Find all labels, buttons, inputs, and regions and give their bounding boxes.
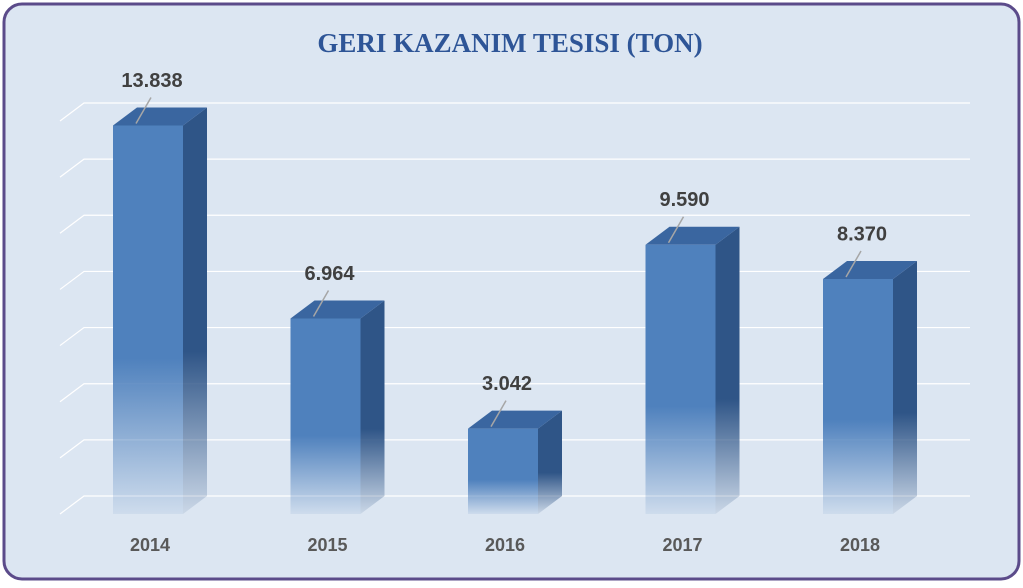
bar-top: [113, 107, 207, 126]
x-tick-label: 2014: [130, 535, 170, 555]
chart-title: GERI KAZANIM TESISI (TON): [317, 28, 702, 58]
x-tick-label: 2015: [307, 535, 347, 555]
bar-top: [823, 261, 917, 280]
bar: [823, 261, 917, 514]
bar: [645, 226, 740, 515]
bar: [113, 107, 207, 514]
grid-line: [59, 214, 970, 234]
grid-line: [59, 102, 970, 122]
leader-line: [490, 400, 507, 427]
bar-front: [468, 428, 538, 514]
value-label: 6.964: [304, 263, 355, 285]
leader-line: [135, 97, 152, 124]
bar-front: [823, 279, 893, 514]
bar-side: [360, 300, 385, 514]
bar-top: [290, 300, 385, 319]
bar-top: [468, 410, 562, 429]
x-tick-label: 2017: [662, 535, 702, 555]
value-label: 3.042: [482, 373, 532, 395]
grid-line: [59, 158, 970, 178]
value-label: 13.838: [121, 70, 182, 92]
x-tick-label: 2016: [485, 535, 525, 555]
bar-side: [538, 410, 562, 514]
leader-line: [312, 290, 330, 317]
leader-line: [667, 216, 685, 244]
value-label: 8.370: [837, 223, 887, 245]
leader-line: [845, 250, 862, 278]
bar-front: [645, 244, 716, 515]
x-tick-label: 2018: [840, 535, 880, 555]
bar-front: [113, 125, 183, 514]
bar-side: [183, 107, 207, 514]
bar-side: [893, 261, 917, 514]
bar: [290, 300, 385, 514]
bar: [468, 410, 562, 514]
bar-front: [290, 318, 361, 514]
value-label: 9.590: [659, 189, 709, 211]
bar-top: [645, 226, 740, 245]
bar-side: [715, 226, 740, 515]
